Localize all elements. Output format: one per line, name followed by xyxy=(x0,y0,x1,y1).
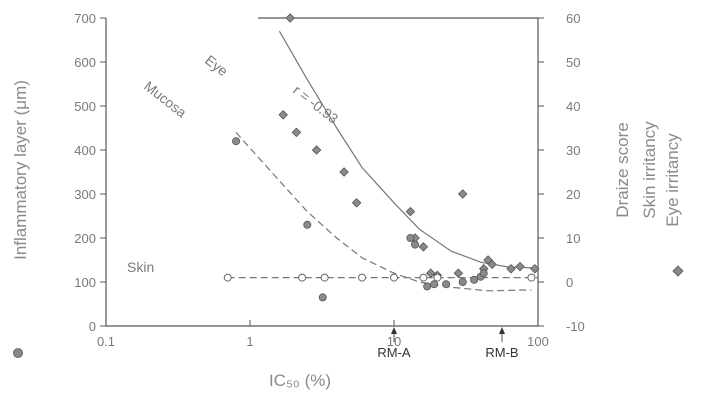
eye-point xyxy=(457,189,468,199)
mucosa-point xyxy=(318,293,327,302)
annotation-r-value: r = -0.93 xyxy=(290,82,341,127)
right-y-axis-title: Draize score xyxy=(613,122,632,217)
left-y-tick-label: 0 xyxy=(89,319,96,334)
eye-point xyxy=(453,268,464,278)
tick-labels: 0.1 1 10 1000100200300400500600700-10010203… xyxy=(74,11,585,349)
left-y-axis-title: Inflammatory layer (μm) xyxy=(11,80,30,260)
x-tick-label: 1 xyxy=(246,334,253,349)
skin-point xyxy=(358,273,367,282)
right-y-tick-label: 50 xyxy=(566,55,580,70)
eye-point xyxy=(291,127,302,138)
eye-point xyxy=(339,167,349,177)
rm-b-arrowhead xyxy=(499,327,505,334)
right-y-tick-label: 0 xyxy=(566,275,573,290)
annotation-skin: Skin xyxy=(127,259,154,275)
mucosa-point xyxy=(303,220,312,229)
eye-point xyxy=(506,264,516,274)
outlier-point xyxy=(285,13,295,23)
annotation-mucosa: Mucosa xyxy=(141,78,190,121)
right-y-tick-label: 20 xyxy=(566,187,580,202)
skin-point xyxy=(320,273,329,282)
eye-point xyxy=(351,198,362,208)
mucosa-point xyxy=(458,277,467,286)
eye-point xyxy=(515,261,525,272)
eye-point xyxy=(405,206,416,217)
data-points xyxy=(223,13,540,302)
right-y-tick-label: 30 xyxy=(566,143,580,158)
legend-eye-diamond xyxy=(672,265,684,277)
right-y-tick-label: -10 xyxy=(566,319,585,334)
left-y-tick-label: 400 xyxy=(74,143,96,158)
left-y-tick-label: 500 xyxy=(74,99,96,114)
mucosa-fit-curve xyxy=(235,131,532,292)
mucosa-point xyxy=(470,275,479,284)
eye-point xyxy=(487,259,497,270)
eye-point xyxy=(530,264,540,274)
right-y-tick-label: 60 xyxy=(566,11,580,26)
skin-point xyxy=(223,273,232,282)
annotation-rm-a: RM-A xyxy=(377,345,411,360)
right-y-tick-label: 10 xyxy=(566,231,580,246)
fit-curves xyxy=(227,30,538,292)
mucosa-point xyxy=(423,282,432,291)
x-axis-title: IC₅₀ (%) xyxy=(269,371,331,390)
annotation-rm-b: RM-B xyxy=(485,345,518,360)
ticks-layer xyxy=(100,17,544,327)
mucosa-point xyxy=(232,137,241,146)
eye-point xyxy=(311,145,322,155)
eye-point xyxy=(418,242,429,252)
right-y-tick-label: 40 xyxy=(566,99,580,114)
rm-a-arrowhead xyxy=(391,327,397,334)
left-y-tick-label: 200 xyxy=(74,231,96,246)
eye-point xyxy=(278,110,288,120)
skin-point xyxy=(298,273,307,282)
mucosa-point xyxy=(479,269,488,278)
x-tick-label: 0.1 xyxy=(97,334,115,349)
left-y-tick-label: 100 xyxy=(74,275,96,290)
mucosa-point xyxy=(406,233,415,242)
skin-point xyxy=(433,273,442,282)
mucosa-point xyxy=(442,280,451,289)
annotation-eye: Eye xyxy=(202,52,231,80)
legend-eye-label: Eye irritancy xyxy=(663,133,682,227)
skin-point xyxy=(390,273,398,282)
skin-point xyxy=(419,273,428,282)
x-tick-label: 100 xyxy=(527,334,549,349)
legend-skin-label: Skin irritancy xyxy=(640,121,659,219)
left-axis-marker xyxy=(13,348,23,358)
mucosa-point xyxy=(430,280,439,289)
mucosa-point xyxy=(411,240,420,249)
left-y-tick-label: 600 xyxy=(74,55,96,70)
left-y-tick-label: 300 xyxy=(74,187,96,202)
left-y-tick-label: 700 xyxy=(74,11,96,26)
skin-point xyxy=(527,273,536,282)
